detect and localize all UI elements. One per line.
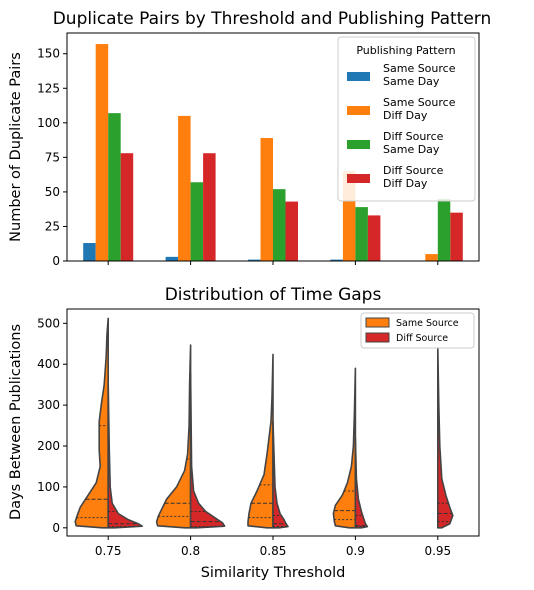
bar-legend-label: Diff Source Diff Day — [383, 164, 444, 190]
violin-y-tick-label: 400 — [37, 357, 60, 371]
bar-3-0 — [120, 153, 134, 261]
violin-chart-panel: Distribution of Time Gaps 0 100 200 300 400 5… — [8, 285, 480, 581]
bar-0-1 — [165, 256, 179, 261]
violin-legend-swatch — [365, 317, 390, 328]
violin-y-tick-label: 300 — [37, 398, 60, 412]
bar-legend-swatch — [347, 106, 370, 115]
bar-legend-label: Diff Source Same Day — [383, 130, 444, 156]
bar-0-0 — [83, 243, 96, 261]
bar-plot-area: 0 25 50 75 100 125 150 — [37, 44, 463, 268]
bar-y-tick-label: 0 — [52, 254, 60, 268]
bar-legend-title: Publishing Pattern — [356, 44, 455, 57]
bar-y-tick-label: 50 — [45, 185, 60, 199]
bar-2-4 — [437, 198, 451, 261]
bar-legend-label-line: Same Day — [383, 75, 440, 88]
bar-legend-label-line: Diff Day — [383, 109, 428, 122]
bar-2-0 — [108, 113, 121, 262]
violin-legend-label: Same Source — [396, 318, 459, 329]
violin-1-2 — [272, 420, 289, 529]
violin-0-2 — [247, 353, 274, 529]
bar-1-0 — [95, 44, 109, 261]
bar-2-2 — [273, 189, 286, 261]
bar-y-tick-label: 100 — [37, 116, 60, 130]
violin-y-tick-label: 0 — [52, 521, 60, 535]
violin-0-0 — [74, 317, 109, 529]
bar-y-tick-label: 25 — [45, 219, 60, 233]
bar-legend-label-line: Diff Source — [383, 130, 444, 143]
bar-y-tick-label: 125 — [37, 81, 60, 95]
bar-legend-swatch — [347, 174, 370, 183]
bar-2-3 — [355, 207, 368, 261]
bar-legend: Publishing Pattern Same Source Same DaySa… — [337, 36, 476, 202]
bar-legend-label: Same Source Diff Day — [383, 96, 456, 122]
bar-y-axis-label: Number of Duplicate Pairs — [8, 52, 24, 242]
bar-0-3 — [330, 259, 343, 261]
violin-y-axis-label: Days Between Publications — [8, 324, 24, 520]
violin-x-tick-label: 0.85 — [260, 544, 287, 558]
bar-legend-label: Same Source Same Day — [383, 62, 456, 88]
bar-legend-label-line: Same Source — [383, 62, 456, 75]
violin-plot-area: 0 100 200 300 400 500 0.75 0.8 0.85 0.9 0.95 — [37, 316, 454, 558]
bar-1-4 — [425, 254, 438, 261]
violin-x-axis-label: Similarity Threshold — [201, 565, 346, 581]
violin-legend-swatch — [365, 332, 390, 343]
bar-3-1 — [203, 153, 216, 261]
bar-legend-label-line: Diff Source — [383, 164, 444, 177]
bar-3-3 — [367, 215, 381, 261]
bar-legend-swatch — [347, 140, 370, 149]
violin-0-3 — [332, 367, 357, 529]
violin-plot-frame — [66, 308, 480, 537]
violin-y-tick-label: 200 — [37, 439, 60, 453]
violin-y-tick-label: 500 — [37, 316, 60, 330]
bar-chart-panel: Duplicate Pairs by Threshold and Publish… — [8, 9, 491, 268]
bar-3-2 — [285, 201, 298, 261]
violin-1-4 — [437, 347, 454, 529]
violin-y-tick-label: 100 — [37, 480, 60, 494]
violin-x-tick-label: 0.8 — [181, 544, 200, 558]
bar-1-1 — [178, 115, 191, 261]
bar-legend-label-line: Same Day — [383, 143, 440, 156]
violin-legend: Same Source Diff Source — [360, 312, 475, 349]
bar-y-tick-label: 75 — [45, 150, 60, 164]
bar-0-2 — [248, 259, 261, 261]
bar-legend-swatch — [347, 72, 370, 81]
violin-1-3 — [354, 437, 369, 529]
violin-legend-label: Diff Source — [396, 333, 448, 344]
bar-y-tick-label: 150 — [37, 47, 60, 61]
bar-2-1 — [190, 182, 204, 261]
bar-legend-box — [337, 36, 476, 202]
violin-x-tick-label: 0.75 — [95, 544, 122, 558]
violin-0-1 — [155, 344, 192, 529]
bar-legend-label-line: Diff Day — [383, 177, 428, 190]
bar-1-2 — [260, 138, 273, 261]
violin-x-tick-label: 0.9 — [346, 544, 365, 558]
bar-3-4 — [450, 212, 463, 261]
bar-plot-frame — [66, 32, 480, 262]
bar-legend-label-line: Same Source — [383, 96, 456, 109]
bar-chart-title: Duplicate Pairs by Threshold and Publish… — [53, 9, 492, 29]
violin-chart-title: Distribution of Time Gaps — [165, 285, 382, 305]
violin-x-tick-label: 0.95 — [424, 544, 451, 558]
